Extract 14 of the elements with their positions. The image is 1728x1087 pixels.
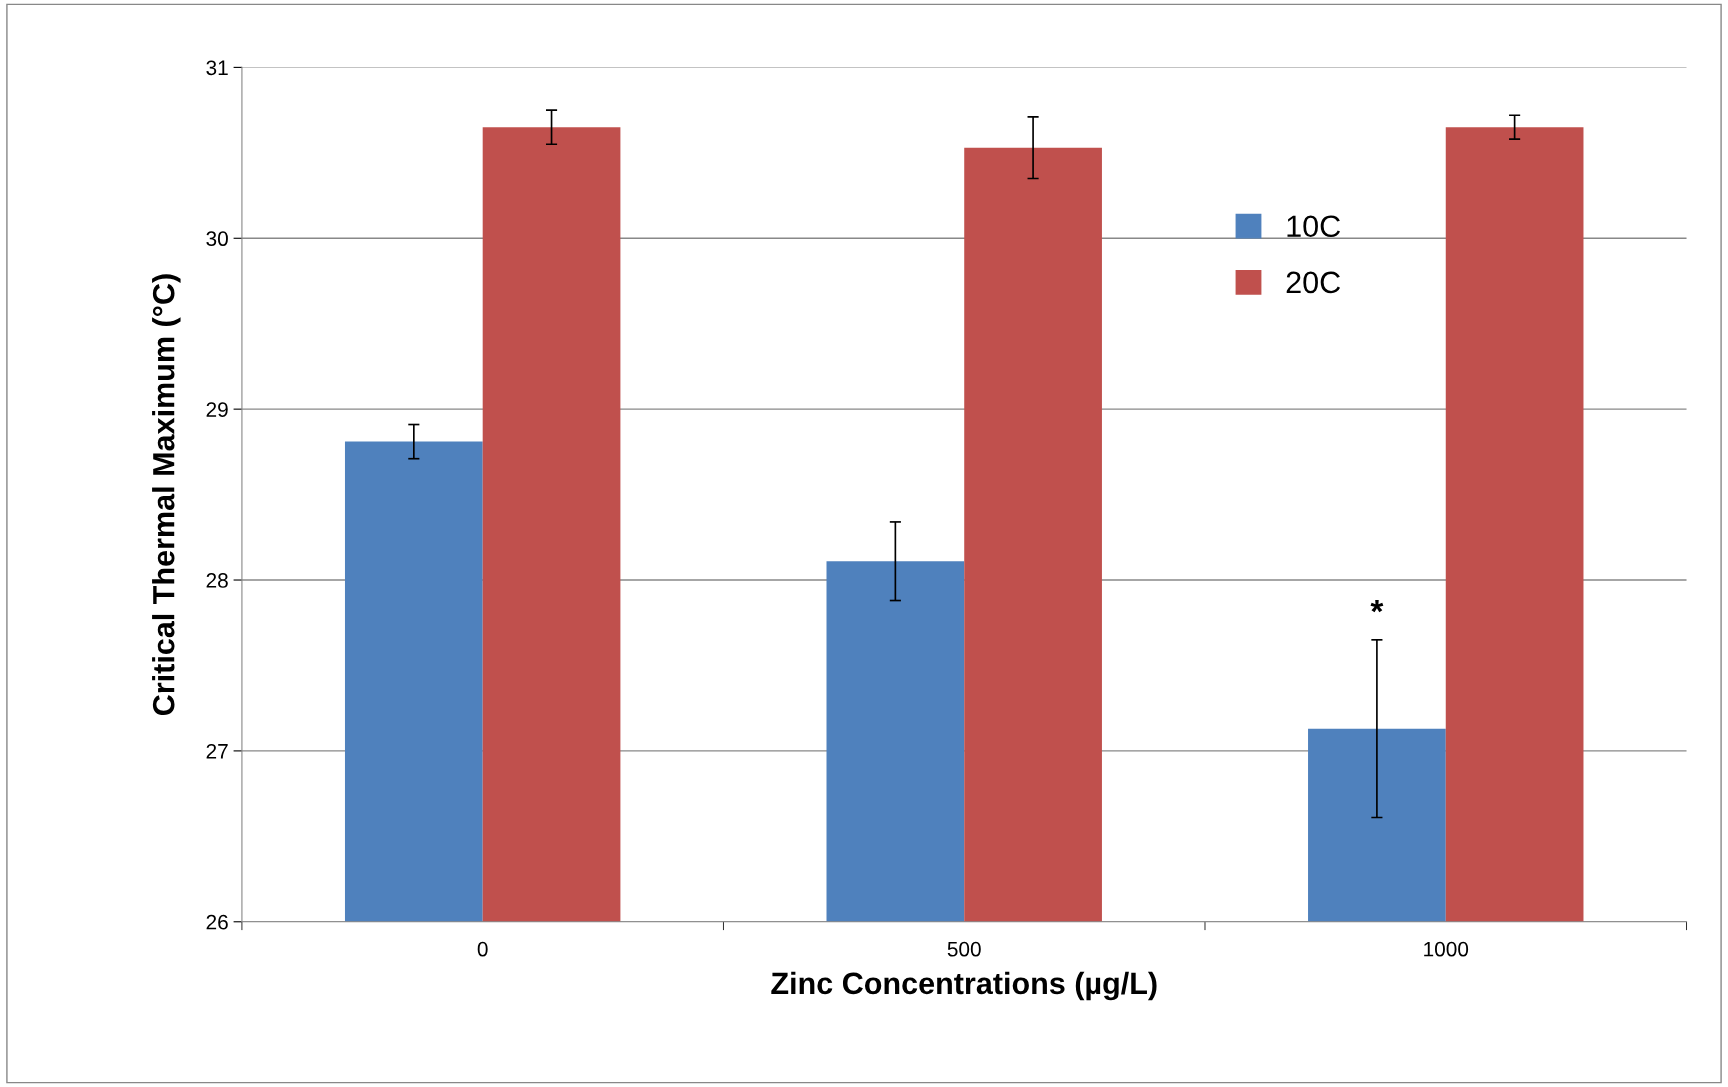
legend-label: 10C xyxy=(1287,215,1341,238)
y-tick-label: 30 xyxy=(206,231,228,247)
x-tick-label: 1000 xyxy=(1424,941,1469,957)
y-tick-label: 31 xyxy=(206,60,228,76)
y-tick-label: 27 xyxy=(206,743,228,759)
y-tick-label: 28 xyxy=(206,573,228,588)
x-tick-label: 0 xyxy=(477,941,488,957)
x-tick-label: 500 xyxy=(947,941,981,957)
x-axis-title: Zinc Concentrations (µg/L) xyxy=(771,971,1157,1001)
legend-label: 20C xyxy=(1286,271,1341,294)
y-tick-label: 29 xyxy=(206,402,228,417)
y-tick-label: 26 xyxy=(206,914,228,930)
y-axis-title: Critical Thermal Maximum (°C) xyxy=(152,274,181,716)
annotation: * xyxy=(1370,599,1384,613)
